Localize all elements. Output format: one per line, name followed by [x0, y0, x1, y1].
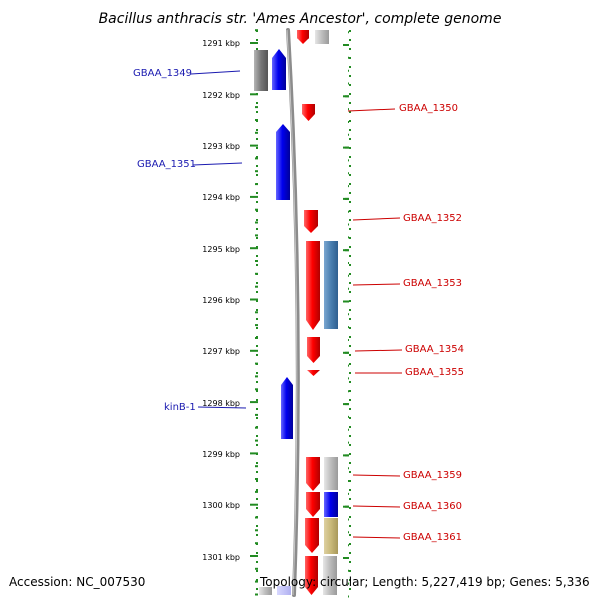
- kbp-label-1300: 1300 kbp: [202, 501, 240, 510]
- kbp-label-1299: 1299 kbp: [202, 450, 240, 459]
- gene-arrow-GBAA_1360[interactable]: [306, 492, 320, 517]
- gene-feature-pale-grey-bottom: [259, 587, 272, 595]
- gene-arrow-GBAA_1361[interactable]: [305, 518, 319, 553]
- gene-feature-grey-top: [315, 30, 329, 44]
- kbp-label-1297: 1297 kbp: [202, 347, 240, 356]
- gene-label-GBAA_1353[interactable]: GBAA_1353: [403, 278, 462, 289]
- accession-text: Accession: NC_007530: [9, 575, 145, 589]
- kbp-label-1292: 1292 kbp: [202, 91, 240, 100]
- kbp-label-1295: 1295 kbp: [202, 245, 240, 254]
- gene-arrow-GBAA_1355[interactable]: [307, 370, 320, 376]
- gene-feature-grey-bottom: [323, 556, 337, 595]
- gene-labels-left: GBAA_1349 GBAA_1351 kinB-1: [133, 68, 196, 413]
- gene-label-GBAA_1354[interactable]: GBAA_1354: [405, 344, 464, 355]
- genome-backbone-highlight: [286, 29, 298, 596]
- gene-label-GBAA_1359[interactable]: GBAA_1359: [403, 470, 462, 481]
- gene-arrow-GBAA_1352[interactable]: [304, 210, 318, 233]
- kbp-label-1301: 1301 kbp: [202, 553, 240, 562]
- gene-feature-blue-1360[interactable]: [324, 492, 338, 517]
- gene-label-GBAA_1352[interactable]: GBAA_1352: [403, 213, 462, 224]
- gene-arrow-GBAA_1350[interactable]: [302, 104, 315, 121]
- leader-lines-right: [347, 108, 403, 539]
- right-tick-marks: [343, 31, 349, 598]
- leader-lines-left: [190, 70, 247, 409]
- gene-arrow-bottom[interactable]: [305, 556, 318, 595]
- gene-label-GBAA_1361[interactable]: GBAA_1361: [403, 532, 462, 543]
- gene-feature-grey-1349[interactable]: [254, 50, 268, 91]
- gene-arrow-GBAA_1359[interactable]: [306, 457, 320, 491]
- kbp-label-1291: 1291 kbp: [202, 39, 240, 48]
- gene-arrow-GBAA_1351[interactable]: [276, 124, 290, 200]
- kbp-label-1298: 1298 kbp: [202, 399, 240, 408]
- genome-backbone: [286, 28, 300, 597]
- kbp-label-1293: 1293 kbp: [202, 142, 240, 151]
- gene-label-kinB-1[interactable]: kinB-1: [164, 402, 196, 413]
- gene-label-GBAA_1355[interactable]: GBAA_1355: [405, 367, 464, 378]
- map-title: Bacillus anthracis str. 'Ames Ancestor',…: [99, 11, 502, 27]
- gene-label-GBAA_1351[interactable]: GBAA_1351: [137, 159, 196, 170]
- kbp-label-1294: 1294 kbp: [202, 193, 240, 202]
- gene-label-GBAA_1360[interactable]: GBAA_1360: [403, 501, 462, 512]
- gene-label-GBAA_1349[interactable]: GBAA_1349: [133, 68, 192, 79]
- gene-label-GBAA_1350[interactable]: GBAA_1350: [399, 103, 458, 114]
- gene-arrow-GBAA_1353[interactable]: [306, 241, 320, 330]
- gene-feature-grey-1359: [324, 457, 338, 490]
- gene-feature-pale-bottom: [277, 586, 291, 595]
- gene-arrow-kinB-1[interactable]: [281, 377, 293, 439]
- gene-feature-steel-1353[interactable]: [324, 241, 338, 329]
- gene-arrow-GBAA_1349[interactable]: [272, 49, 286, 90]
- kbp-label-1296: 1296 kbp: [202, 296, 240, 305]
- genome-summary-text: Topology: circular; Length: 5,227,419 bp…: [259, 575, 590, 589]
- gene-labels-right: GBAA_1350 GBAA_1352 GBAA_1353 GBAA_1354 …: [399, 103, 464, 543]
- gene-feature-olive-1361[interactable]: [324, 518, 338, 554]
- gene-arrow-GBAA_1354[interactable]: [307, 337, 320, 363]
- gene-arrow-top[interactable]: [297, 30, 309, 44]
- kbp-labels: 1291 kbp 1292 kbp 1293 kbp 1294 kbp 1295…: [202, 39, 240, 562]
